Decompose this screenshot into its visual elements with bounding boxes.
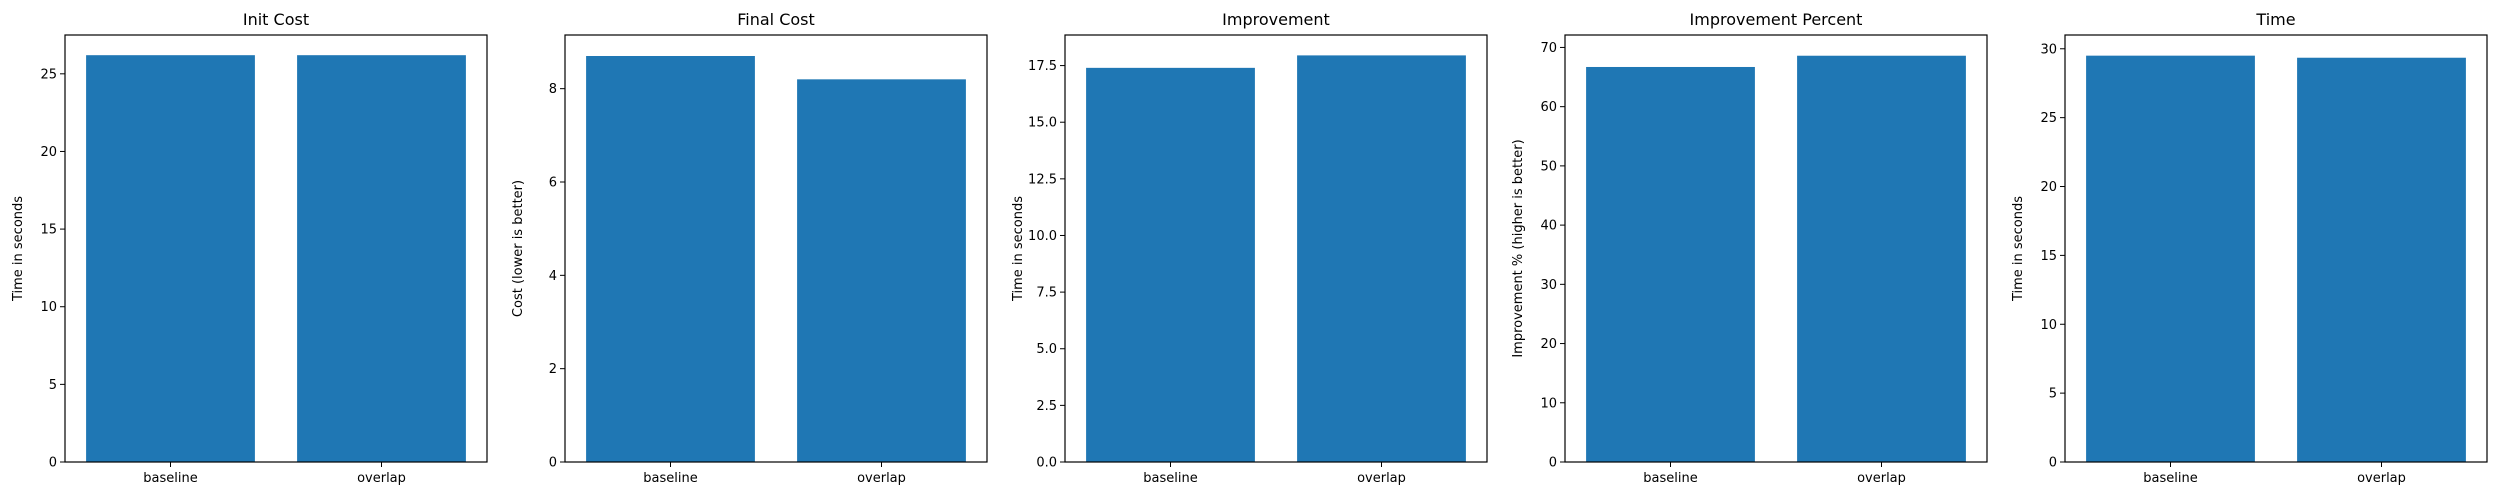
chart-title: Final Cost bbox=[737, 10, 815, 29]
y-tick-label: 30 bbox=[1540, 278, 1557, 293]
y-tick-label: 20 bbox=[2040, 180, 2057, 195]
axes-frame bbox=[1064, 34, 1488, 463]
y-tick-label: 40 bbox=[1540, 219, 1557, 234]
y-tick-label: 8 bbox=[549, 82, 557, 97]
y-tick-label: 5 bbox=[2049, 387, 2057, 402]
x-tick-label: baseline bbox=[1643, 471, 1697, 486]
bar-overlap bbox=[297, 55, 466, 462]
chart-panel-1: 0 5 10 15 20 25 baseline overlap Init Cost Time i… bbox=[11, 10, 488, 486]
x-tick-label: baseline bbox=[143, 471, 197, 486]
y-axis-label: Time in seconds bbox=[11, 196, 26, 302]
y-axis-label: Time in seconds bbox=[2011, 196, 2026, 302]
chart-panel-4: 0 10 20 30 40 50 60 70 baseline overlap Improvemen… bbox=[1511, 10, 1988, 486]
bar-baseline bbox=[2086, 55, 2255, 462]
chart-panel-5: 0 5 10 15 20 25 30 baseline overlap Time Time in s… bbox=[2011, 10, 2488, 486]
y-axis-label: Improvement % (higher is better) bbox=[1511, 139, 1526, 357]
y-tick-label: 20 bbox=[40, 145, 57, 160]
bar-baseline bbox=[86, 55, 255, 462]
chart-title: Init Cost bbox=[243, 10, 309, 29]
y-tick-label: 5.0 bbox=[1036, 342, 1057, 357]
bar-overlap bbox=[1297, 55, 1466, 462]
y-tick-label: 15.0 bbox=[1028, 116, 1057, 131]
y-tick-label: 25 bbox=[40, 67, 57, 82]
y-tick-label: 15 bbox=[2040, 249, 2057, 264]
x-tick-label: overlap bbox=[1857, 471, 1906, 486]
y-tick-label: 6 bbox=[549, 176, 557, 191]
y-tick-label: 10.0 bbox=[1028, 229, 1057, 244]
axes-frame bbox=[1564, 34, 1988, 463]
y-tick-label: 0 bbox=[549, 456, 557, 471]
y-tick-label: 10 bbox=[2040, 318, 2057, 333]
chart-title: Improvement bbox=[1222, 10, 1330, 29]
bar-overlap bbox=[797, 79, 966, 462]
bar-baseline bbox=[586, 56, 755, 462]
x-tick-label: overlap bbox=[1357, 471, 1406, 486]
y-tick-label: 17.5 bbox=[1028, 59, 1057, 74]
axes-frame bbox=[564, 34, 988, 463]
chart-title: Time bbox=[2255, 10, 2295, 29]
chart-title: Improvement Percent bbox=[1690, 10, 1863, 29]
axes-frame bbox=[64, 34, 488, 463]
chart-panel-3: 0.0 2.5 5.0 7.5 10.0 12.5 15.0 17.5 baseline over… bbox=[1011, 10, 1488, 486]
y-tick-label: 15 bbox=[40, 223, 57, 238]
y-axis-label: Cost (lower is better) bbox=[511, 180, 526, 317]
y-tick-label: 60 bbox=[1540, 100, 1557, 115]
y-tick-label: 30 bbox=[2040, 42, 2057, 57]
axes-frame bbox=[2064, 34, 2488, 463]
x-tick-label: overlap bbox=[857, 471, 906, 486]
chart-panel-2: 0 2 4 6 8 baseline overlap Final Cost Cost (lowe… bbox=[511, 10, 988, 486]
y-tick-label: 5 bbox=[49, 378, 57, 393]
y-tick-label: 2.5 bbox=[1036, 399, 1057, 414]
y-tick-label: 12.5 bbox=[1028, 172, 1057, 187]
x-tick-label: overlap bbox=[357, 471, 406, 486]
bar-baseline bbox=[1086, 67, 1255, 462]
y-tick-label: 0.0 bbox=[1036, 456, 1057, 471]
bar-overlap bbox=[1797, 55, 1966, 462]
x-tick-label: baseline bbox=[1143, 471, 1197, 486]
y-tick-label: 25 bbox=[2040, 111, 2057, 126]
bar-baseline bbox=[1586, 66, 1755, 462]
x-tick-label: overlap bbox=[2357, 471, 2406, 486]
bar-overlap bbox=[2297, 57, 2466, 462]
y-tick-label: 7.5 bbox=[1036, 286, 1057, 301]
x-tick-label: baseline bbox=[2143, 471, 2197, 486]
y-tick-label: 70 bbox=[1540, 41, 1557, 56]
y-tick-label: 10 bbox=[1540, 396, 1557, 411]
y-tick-label: 2 bbox=[549, 362, 557, 377]
y-tick-label: 0 bbox=[2049, 456, 2057, 471]
y-tick-label: 4 bbox=[549, 269, 557, 284]
y-tick-label: 0 bbox=[49, 456, 57, 471]
y-tick-label: 20 bbox=[1540, 337, 1557, 352]
x-tick-label: baseline bbox=[643, 471, 697, 486]
y-tick-label: 50 bbox=[1540, 159, 1557, 174]
y-tick-label: 0 bbox=[1549, 456, 1557, 471]
y-axis-label: Time in seconds bbox=[1011, 196, 1026, 302]
y-tick-label: 10 bbox=[40, 300, 57, 315]
